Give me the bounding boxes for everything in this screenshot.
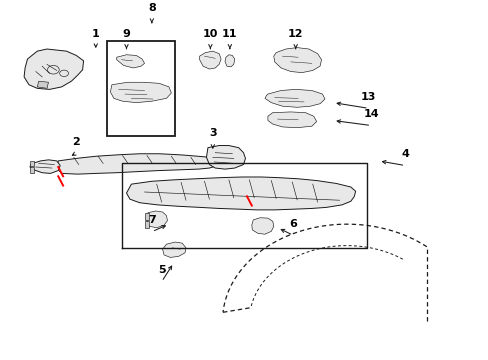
Text: 11: 11: [222, 30, 237, 39]
Text: 5: 5: [158, 265, 165, 275]
Polygon shape: [199, 51, 221, 69]
Text: 4: 4: [401, 149, 408, 159]
Text: 1: 1: [92, 30, 100, 39]
Polygon shape: [273, 48, 321, 73]
Polygon shape: [147, 211, 167, 228]
Text: 9: 9: [122, 30, 130, 39]
Polygon shape: [251, 218, 273, 234]
Polygon shape: [24, 49, 83, 89]
Text: 10: 10: [202, 30, 218, 39]
Bar: [107, 41, 175, 136]
Text: 13: 13: [361, 92, 376, 102]
Polygon shape: [117, 55, 144, 68]
Text: 6: 6: [289, 219, 297, 229]
Polygon shape: [37, 81, 48, 88]
Polygon shape: [162, 242, 185, 257]
Text: 14: 14: [363, 109, 378, 119]
Polygon shape: [264, 89, 325, 107]
Polygon shape: [30, 160, 60, 174]
Text: 7: 7: [148, 215, 155, 225]
Text: 12: 12: [287, 30, 303, 39]
Polygon shape: [57, 154, 220, 174]
Polygon shape: [30, 167, 34, 173]
Polygon shape: [126, 177, 355, 210]
Polygon shape: [224, 55, 234, 67]
Text: 3: 3: [208, 128, 216, 138]
Text: 2: 2: [72, 136, 80, 147]
Polygon shape: [267, 112, 316, 128]
Polygon shape: [206, 145, 245, 169]
Polygon shape: [110, 82, 171, 103]
Polygon shape: [144, 221, 149, 228]
Text: 8: 8: [148, 3, 155, 13]
Polygon shape: [30, 161, 34, 166]
Polygon shape: [144, 213, 149, 220]
